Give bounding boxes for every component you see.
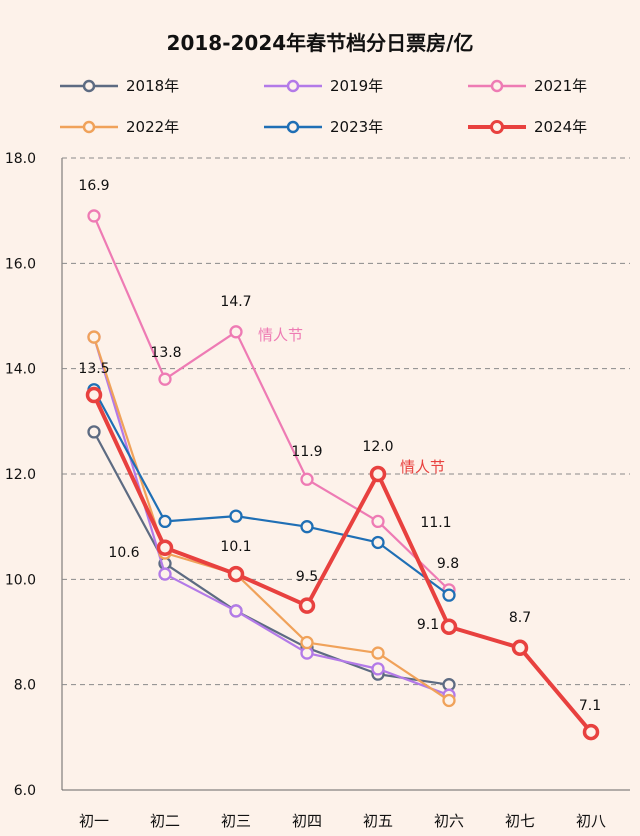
legend-item: 2019年 bbox=[264, 77, 383, 95]
x-tick-label: 初一 bbox=[79, 812, 109, 830]
x-tick-label: 初五 bbox=[363, 812, 393, 830]
series-3 bbox=[87, 209, 456, 597]
data-point bbox=[442, 693, 456, 708]
legend-marker bbox=[490, 79, 504, 93]
data-point bbox=[369, 465, 387, 483]
data-point bbox=[87, 209, 101, 223]
data-point bbox=[300, 472, 314, 486]
annotation-label: 情人节 bbox=[258, 326, 303, 344]
series-line bbox=[92, 214, 451, 591]
data-label: 10.6 bbox=[108, 545, 139, 561]
data-label: 12.0 bbox=[362, 439, 393, 455]
legend-marker bbox=[82, 79, 96, 93]
data-point bbox=[442, 588, 456, 602]
x-tick-label: 初四 bbox=[292, 812, 322, 830]
data-label: 11.1 bbox=[420, 515, 451, 531]
legend-marker bbox=[82, 120, 96, 134]
y-tick-label: 8.0 bbox=[14, 678, 36, 694]
data-point bbox=[300, 646, 314, 660]
series-line bbox=[92, 430, 451, 686]
data-point bbox=[300, 520, 314, 534]
data-point bbox=[371, 646, 385, 660]
x-tick-label: 初七 bbox=[505, 812, 535, 830]
legend-item: 2023年 bbox=[264, 118, 383, 136]
data-point bbox=[229, 509, 243, 523]
y-tick-label: 12.0 bbox=[5, 467, 36, 483]
data-label: 14.7 bbox=[220, 294, 251, 310]
x-tick-label: 初二 bbox=[150, 812, 180, 830]
y-tick-label: 6.0 bbox=[14, 783, 36, 799]
series-line bbox=[92, 388, 451, 597]
data-point bbox=[158, 372, 172, 386]
data-point bbox=[87, 425, 101, 439]
x-tick-label: 初三 bbox=[221, 812, 251, 830]
legend-marker bbox=[286, 79, 300, 93]
series-6 bbox=[85, 386, 600, 741]
legend-item: 2022年 bbox=[60, 118, 179, 136]
data-point bbox=[158, 567, 172, 581]
data-label: 16.9 bbox=[78, 178, 109, 194]
data-point bbox=[371, 535, 385, 550]
data-point bbox=[298, 597, 316, 614]
data-label: 9.5 bbox=[296, 569, 318, 585]
y-tick-label: 16.0 bbox=[5, 256, 36, 272]
legend-label: 2022年 bbox=[126, 118, 179, 136]
legend-label: 2021年 bbox=[534, 77, 587, 95]
data-label: 7.1 bbox=[579, 698, 601, 714]
legend-item: 2024年 bbox=[468, 118, 587, 136]
data-label: 10.1 bbox=[220, 539, 251, 555]
series-line bbox=[92, 335, 451, 697]
data-point bbox=[227, 565, 245, 583]
data-label: 11.9 bbox=[291, 444, 322, 460]
legend-label: 2018年 bbox=[126, 77, 179, 95]
data-point bbox=[371, 514, 385, 529]
legend-marker bbox=[286, 120, 300, 134]
chart-title: 2018-2024年春节档分日票房/亿 bbox=[167, 31, 474, 55]
x-tick-label: 初八 bbox=[576, 812, 606, 830]
data-point bbox=[300, 635, 314, 650]
x-tick-label: 初六 bbox=[434, 812, 464, 830]
data-point bbox=[85, 386, 103, 404]
data-point bbox=[229, 325, 243, 339]
legend-item: 2018年 bbox=[60, 77, 179, 95]
data-point bbox=[511, 639, 529, 657]
legend-label: 2023年 bbox=[330, 118, 383, 136]
data-point bbox=[156, 539, 174, 556]
legend-item: 2021年 bbox=[468, 77, 587, 95]
series-5 bbox=[87, 383, 456, 602]
annotation-label: 情人节 bbox=[400, 458, 445, 476]
series-line bbox=[92, 335, 451, 702]
y-tick-label: 10.0 bbox=[5, 572, 36, 588]
legend-marker bbox=[490, 120, 504, 134]
legend-label: 2019年 bbox=[330, 77, 383, 95]
legend-label: 2024年 bbox=[534, 118, 587, 136]
y-tick-label: 14.0 bbox=[5, 362, 36, 378]
series-line bbox=[92, 393, 593, 735]
data-label: 9.8 bbox=[437, 556, 459, 572]
data-point bbox=[582, 723, 600, 741]
data-point bbox=[440, 618, 458, 635]
data-point bbox=[371, 662, 385, 676]
data-label: 13.8 bbox=[150, 345, 181, 361]
data-point bbox=[442, 678, 456, 692]
data-label: 9.1 bbox=[417, 617, 439, 633]
data-point bbox=[87, 330, 101, 344]
data-point bbox=[158, 514, 172, 529]
data-point bbox=[229, 604, 243, 618]
y-tick-label: 18.0 bbox=[5, 151, 36, 167]
data-label: 13.5 bbox=[78, 361, 109, 377]
data-label: 8.7 bbox=[509, 610, 531, 626]
